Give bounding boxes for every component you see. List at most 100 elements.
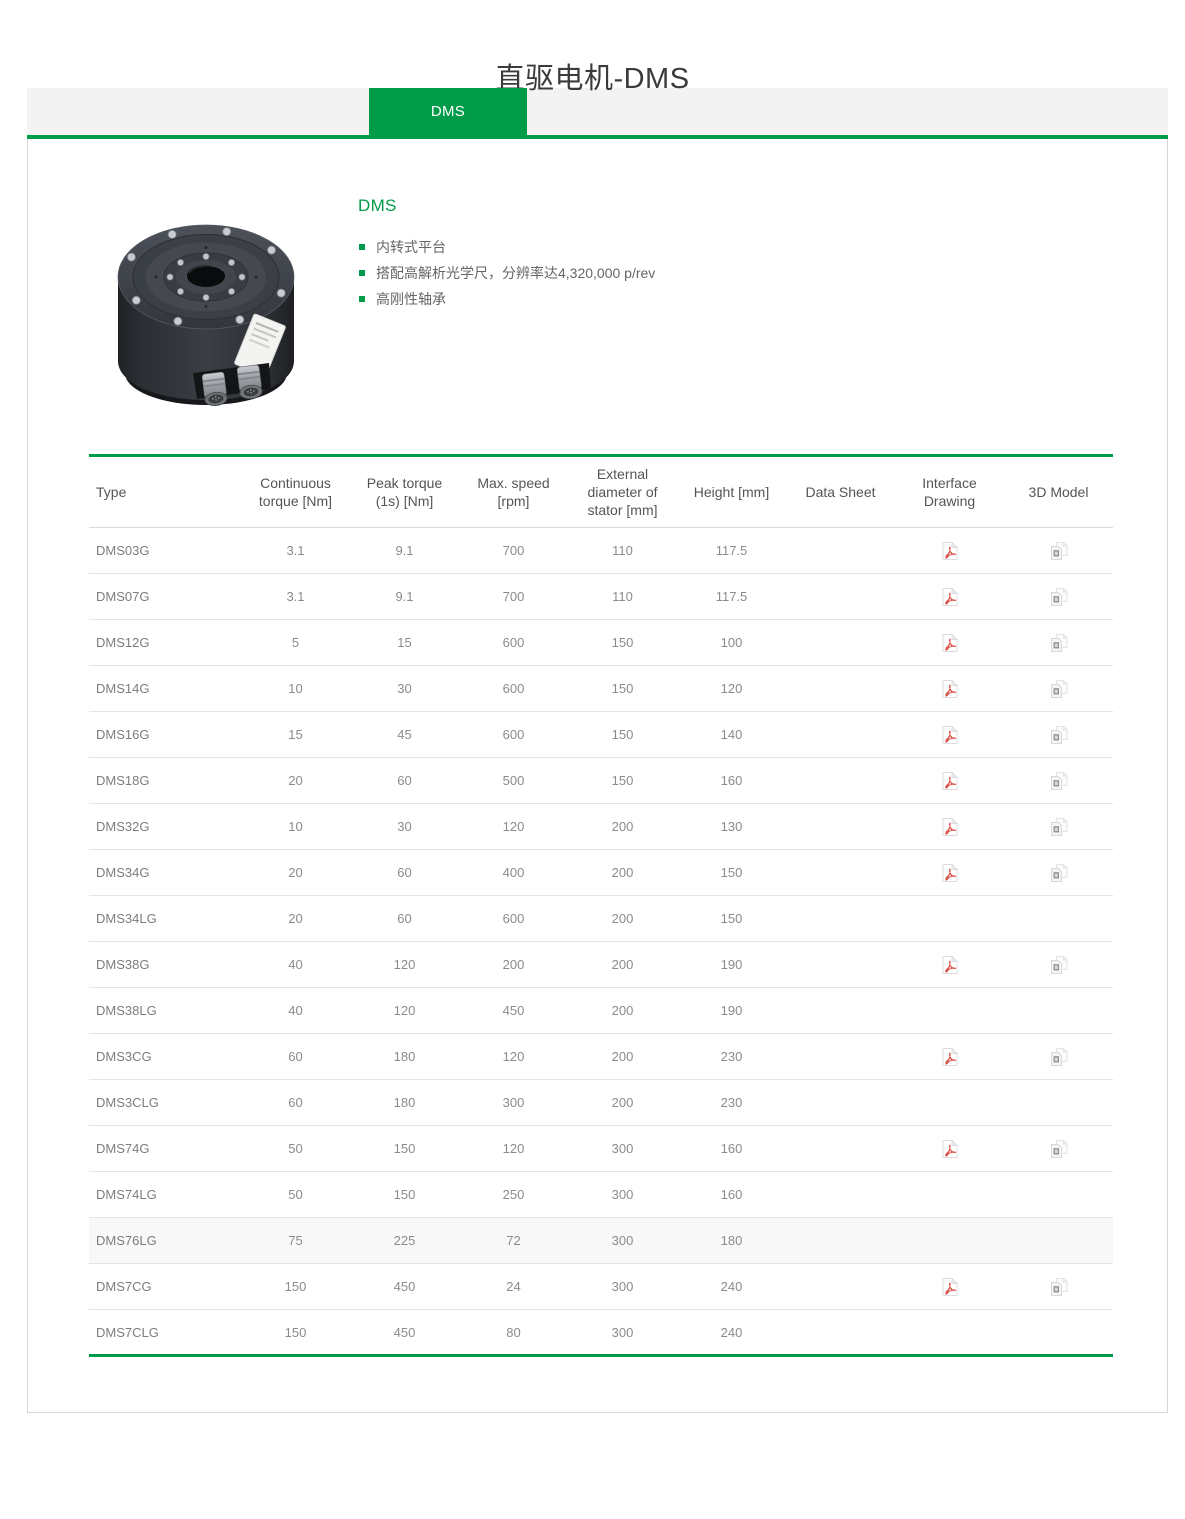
- cell-height: 240: [720, 1324, 743, 1340]
- table-row: DMS7CG 150 450 24 300 240: [89, 1263, 1113, 1310]
- 3d-model-icon[interactable]: [1050, 1138, 1068, 1159]
- cell-type: DMS3CG: [89, 1033, 241, 1080]
- feature-item: 内转式平台: [358, 238, 655, 256]
- cell-stator-diameter: 150: [568, 619, 677, 666]
- 3d-model-icon[interactable]: [1050, 770, 1068, 791]
- pdf-icon[interactable]: [941, 862, 959, 883]
- cell-data-sheet: [786, 1217, 895, 1264]
- cell-3d-model: [1004, 1171, 1113, 1218]
- cell-interface-drawing: [895, 941, 1004, 988]
- 3d-model-icon[interactable]: [1050, 724, 1068, 745]
- cell-max-speed: 72: [459, 1217, 568, 1264]
- cell-data-sheet: [786, 941, 895, 988]
- cell-3d-model: [1004, 987, 1113, 1034]
- cell-continuous-torque: 20: [241, 849, 350, 896]
- cell-3d-model: [1004, 803, 1113, 850]
- cell-3d-model: [1004, 619, 1113, 666]
- cell-max-speed: 120: [459, 1033, 568, 1080]
- accent-divider: [27, 135, 1168, 139]
- cell-data-sheet: [786, 987, 895, 1034]
- 3d-model-icon[interactable]: [1050, 1276, 1068, 1297]
- cell-stator-diameter: 110: [568, 573, 677, 620]
- cell-max-speed: 600: [459, 619, 568, 666]
- cell-height: 190: [677, 941, 786, 988]
- table-row: DMS14G 10 30 600 150 120: [89, 665, 1113, 712]
- cell-type: DMS3CLG: [89, 1079, 241, 1126]
- cell-3d-model: [1004, 527, 1113, 574]
- cell-continuous-torque: 150: [241, 1263, 350, 1310]
- pdf-icon[interactable]: [941, 540, 959, 561]
- table-row: DMS38LG 40 120 450 200 190: [89, 987, 1113, 1034]
- cell-interface-drawing: [895, 711, 1004, 758]
- pdf-icon[interactable]: [941, 678, 959, 699]
- tab-dms[interactable]: DMS: [369, 88, 527, 135]
- cell-3d-model: [1004, 941, 1113, 988]
- cell-type: DMS12G: [89, 619, 241, 666]
- col-header-type: Type: [89, 455, 241, 528]
- cell-continuous-torque: 20: [241, 895, 350, 942]
- cell-data-sheet: [786, 757, 895, 804]
- table-row: DMS16G 15 45 600 150 140: [89, 711, 1113, 758]
- pdf-icon[interactable]: [941, 586, 959, 607]
- pdf-icon[interactable]: [941, 1138, 959, 1159]
- cell-peak-torque: 225: [350, 1217, 459, 1264]
- cell-3d-model: [1004, 1263, 1113, 1310]
- cell-3d-model: [1004, 1079, 1113, 1126]
- 3d-model-icon[interactable]: [1050, 632, 1068, 653]
- cell-peak-torque: 450: [350, 1263, 459, 1310]
- cell-type: DMS34LG: [89, 895, 241, 942]
- cell-continuous-torque: 150: [284, 1324, 307, 1340]
- cell-max-speed: 450: [459, 987, 568, 1034]
- cell-interface-drawing: [895, 803, 1004, 850]
- col-header-3d-model: 3D Model: [1004, 455, 1113, 528]
- cell-stator-diameter: 200: [568, 803, 677, 850]
- cell-height: 117.5: [677, 573, 786, 620]
- cell-interface-drawing: [895, 849, 1004, 896]
- pdf-icon[interactable]: [941, 816, 959, 837]
- product-info: DMS 内转式平台 搭配高解析光学尺，分辨率达4,320,000 p/rev 高…: [358, 196, 655, 418]
- 3d-model-icon[interactable]: [1050, 540, 1068, 561]
- cell-peak-torque: 120: [350, 987, 459, 1034]
- cell-stator-diameter: 300: [568, 1217, 677, 1264]
- cell-type: DMS34G: [89, 849, 241, 896]
- cell-interface-drawing: [895, 619, 1004, 666]
- cell-type: DMS74LG: [89, 1171, 241, 1218]
- pdf-icon[interactable]: [941, 1276, 959, 1297]
- cell-height: 180: [677, 1217, 786, 1264]
- cell-continuous-torque: 5: [241, 619, 350, 666]
- cell-stator-diameter: 200: [568, 895, 677, 942]
- card-body: DMS 内转式平台 搭配高解析光学尺，分辨率达4,320,000 p/rev 高…: [27, 139, 1168, 1413]
- 3d-model-icon[interactable]: [1050, 862, 1068, 883]
- cell-3d-model: [1004, 711, 1113, 758]
- cell-type: DMS74G: [89, 1125, 241, 1172]
- cell-data-sheet: [786, 1263, 895, 1310]
- cell-stator-diameter: 200: [568, 987, 677, 1034]
- cell-peak-torque: 9.1: [350, 573, 459, 620]
- pdf-icon[interactable]: [941, 954, 959, 975]
- cell-height: 150: [677, 895, 786, 942]
- cell-data-sheet: [786, 1079, 895, 1126]
- cell-data-sheet: [786, 895, 895, 942]
- cell-data-sheet: [786, 803, 895, 850]
- cell-max-speed: 500: [459, 757, 568, 804]
- 3d-model-icon[interactable]: [1050, 1046, 1068, 1067]
- cell-type: DMS38LG: [89, 987, 241, 1034]
- 3d-model-icon[interactable]: [1050, 816, 1068, 837]
- pdf-icon[interactable]: [941, 632, 959, 653]
- cell-type: DMS16G: [89, 711, 241, 758]
- cell-peak-torque: 150: [350, 1125, 459, 1172]
- 3d-model-icon[interactable]: [1050, 586, 1068, 607]
- cell-stator-diameter: 300: [611, 1324, 634, 1340]
- cell-data-sheet: [786, 1171, 895, 1218]
- pdf-icon[interactable]: [941, 770, 959, 791]
- 3d-model-icon[interactable]: [1050, 678, 1068, 699]
- cell-3d-model: [1004, 895, 1113, 942]
- pdf-icon[interactable]: [941, 724, 959, 745]
- 3d-model-icon[interactable]: [1050, 954, 1068, 975]
- cell-height: 100: [677, 619, 786, 666]
- cell-height: 160: [677, 1125, 786, 1172]
- cell-type: DMS32G: [89, 803, 241, 850]
- cell-height: 130: [677, 803, 786, 850]
- page-title: 直驱电机-DMS: [495, 63, 690, 95]
- pdf-icon[interactable]: [941, 1046, 959, 1067]
